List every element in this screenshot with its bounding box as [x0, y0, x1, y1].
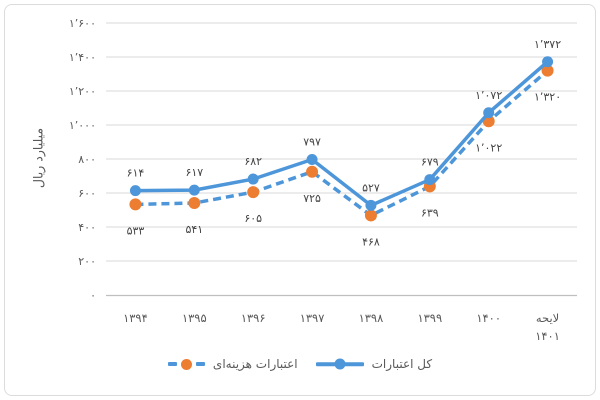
y-axis-tick-label: ۱٬۶۰۰ — [69, 17, 96, 30]
data-label-expenditure: ۶۳۹ — [421, 206, 439, 219]
data-label-expenditure: ۱٬۳۲۰ — [534, 91, 561, 104]
marker-total — [365, 199, 377, 211]
legend-item-total: کل اعتبارات — [315, 357, 433, 371]
x-axis-tick-label: ۱۴۰۱ — [535, 329, 560, 343]
legend-orange-dot-icon — [180, 358, 192, 370]
data-label-total: ۷۹۷ — [303, 136, 321, 149]
y-axis-tick-label: ۸۰۰ — [78, 153, 96, 166]
legend-blue-dot-icon — [334, 358, 346, 370]
data-label-total: ۶۸۲ — [244, 155, 262, 168]
marker-total — [188, 184, 200, 196]
marker-expenditure — [247, 186, 260, 199]
legend-label-total: کل اعتبارات — [371, 357, 433, 371]
data-label-expenditure: ۱٬۰۲۲ — [475, 141, 502, 154]
data-label-expenditure: ۵۳۳ — [127, 224, 145, 237]
x-axis-tick-label: ۱۳۹۹ — [417, 311, 442, 325]
x-axis-tick-label: ۱۳۹۸ — [359, 311, 384, 325]
marker-total — [129, 185, 141, 197]
chart-frame — [4, 4, 596, 396]
data-label-expenditure: ۷۲۵ — [303, 192, 321, 205]
y-axis-tick-label: ۱٬۰۰۰ — [69, 119, 96, 132]
marker-expenditure — [129, 198, 142, 211]
data-label-expenditure: ۶۰۵ — [244, 212, 262, 225]
y-axis-tick-label: ۰ — [90, 289, 96, 302]
marker-total — [542, 56, 554, 68]
data-label-total: ۵۲۷ — [362, 181, 380, 194]
x-axis-tick-label: ۱۴۰۰ — [476, 311, 501, 325]
marker-total — [424, 174, 436, 186]
legend-marker-solid-line-icon — [315, 358, 364, 370]
data-label-total: ۶۱۴ — [127, 167, 145, 180]
y-axis-title: میلیارد ریال — [30, 127, 46, 189]
y-axis-tick-label: ۴۰۰ — [78, 221, 96, 234]
data-label-total: ۶۷۹ — [421, 156, 439, 169]
data-label-total: ۱٬۳۷۲ — [534, 38, 561, 51]
x-axis-tick-label: ۱۳۹۵ — [182, 311, 207, 325]
marker-total — [483, 107, 495, 119]
data-label-expenditure: ۴۶۸ — [362, 235, 380, 248]
x-axis-tick-label: ۱۳۹۷ — [300, 311, 325, 325]
x-axis-tick-label: لایحه — [536, 311, 559, 325]
data-label-total: ۶۱۷ — [185, 166, 203, 179]
y-axis-tick-label: ۱٬۴۰۰ — [69, 51, 96, 64]
marker-expenditure — [188, 197, 201, 210]
marker-total — [306, 154, 318, 166]
y-axis-tick-label: ۶۰۰ — [78, 187, 96, 200]
series-line-total — [135, 60, 549, 208]
x-axis-tick-label: ۱۳۹۶ — [241, 311, 266, 325]
data-label-total: ۱٬۰۷۲ — [475, 89, 502, 102]
legend-label-expenditure: اعتبارات هزینه‌ای — [212, 357, 298, 371]
data-label-expenditure: ۵۴۱ — [185, 223, 203, 236]
y-axis-tick-label: ۱٬۲۰۰ — [69, 85, 96, 98]
legend-marker-dashed-line-icon — [167, 358, 205, 370]
marker-expenditure — [306, 165, 319, 178]
legend: اعتبارات هزینه‌ای کل اعتبارات — [0, 357, 600, 371]
series-line-expenditure — [135, 69, 549, 218]
marker-expenditure — [541, 64, 554, 77]
legend-item-expenditure: اعتبارات هزینه‌ای — [167, 357, 298, 371]
marker-expenditure — [364, 209, 377, 222]
x-axis-tick-label: ۱۳۹۴ — [123, 311, 148, 325]
marker-total — [247, 173, 259, 185]
y-axis-tick-label: ۲۰۰ — [78, 255, 96, 268]
